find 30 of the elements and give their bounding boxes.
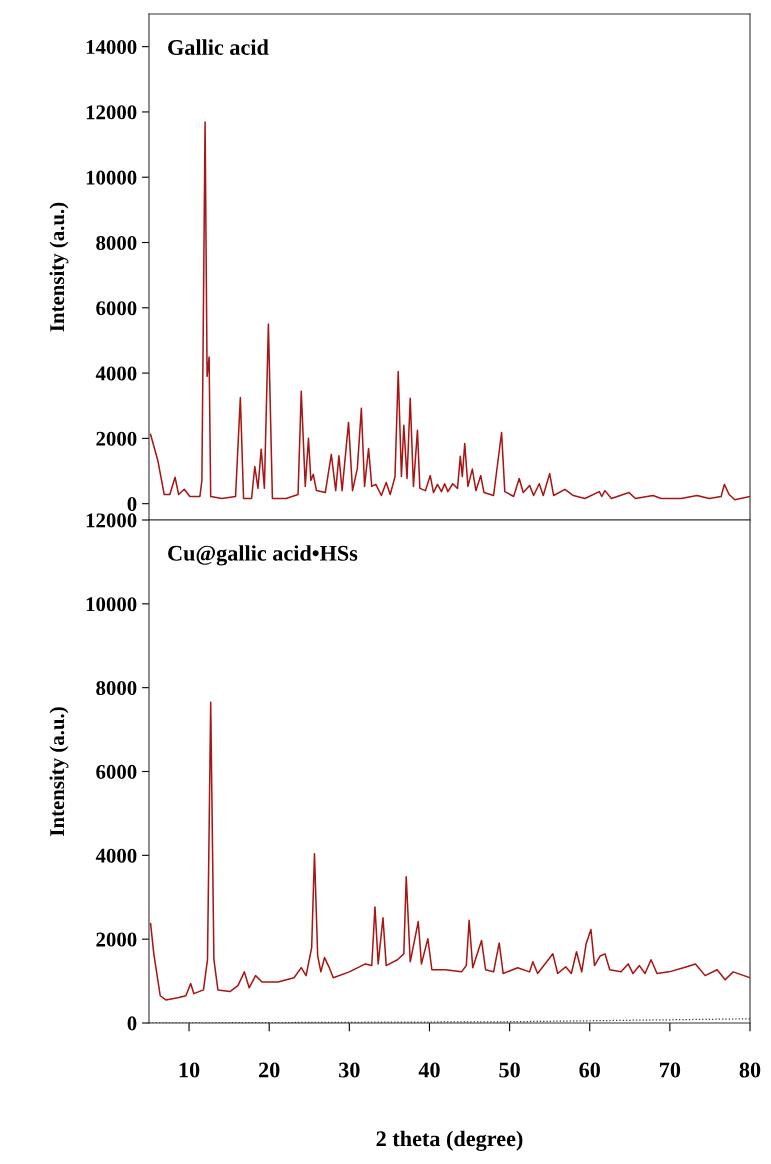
x-tick-label: 30 (339, 1062, 360, 1078)
y-tick-label: 14000 (86, 40, 137, 55)
text: Gallic acid (168, 39, 269, 55)
y-axis-title: Intensity (a.u.) (49, 707, 69, 836)
y-tick-label: 8000 (96, 681, 137, 696)
text: Cu@gallic acid•HSs (168, 545, 358, 566)
y-tick-label: 10000 (86, 597, 137, 612)
y-tick-label: 6000 (96, 764, 137, 779)
y-axis-title: Intensity (a.u.) (49, 202, 69, 332)
line-series (149, 701, 750, 1001)
x-tick-label: 70 (660, 1062, 681, 1078)
line-series (149, 121, 750, 501)
x-tick-label: 20 (259, 1062, 280, 1078)
y-tick-label: 2000 (96, 431, 137, 446)
y-tick-label: 0 (127, 497, 137, 512)
x-tick-label: 40 (418, 1062, 440, 1078)
x-tick-label: 10 (179, 1062, 200, 1078)
y-tick-label: 2000 (96, 932, 137, 947)
y-tick-label: 10000 (86, 170, 137, 185)
y-tick-label: 4000 (95, 366, 137, 381)
y-tick-label: 6000 (96, 301, 137, 316)
x-tick-label: 50 (499, 1062, 520, 1078)
y-tick-label: 4000 (95, 848, 137, 863)
x-tick-label: 80 (739, 1062, 761, 1078)
y-tick-label: 8000 (96, 235, 137, 250)
x-axis-title: 2 theta (degree) (376, 1130, 523, 1151)
x-tick-label: 60 (579, 1062, 600, 1078)
y-tick-label: 0 (127, 1016, 137, 1031)
y-tick-label: 12000 (86, 513, 137, 528)
y-tick-label: 12000 (86, 105, 137, 120)
